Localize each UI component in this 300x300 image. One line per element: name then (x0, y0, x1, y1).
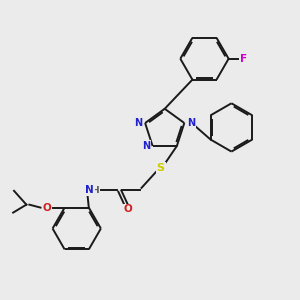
Text: O: O (43, 202, 51, 213)
Text: N: N (85, 185, 94, 195)
Text: N: N (135, 118, 143, 128)
Text: S: S (157, 163, 165, 173)
Text: O: O (124, 204, 133, 214)
Text: H: H (92, 186, 99, 195)
Text: N: N (187, 118, 195, 128)
Text: F: F (240, 54, 247, 64)
Text: N: N (142, 141, 150, 151)
